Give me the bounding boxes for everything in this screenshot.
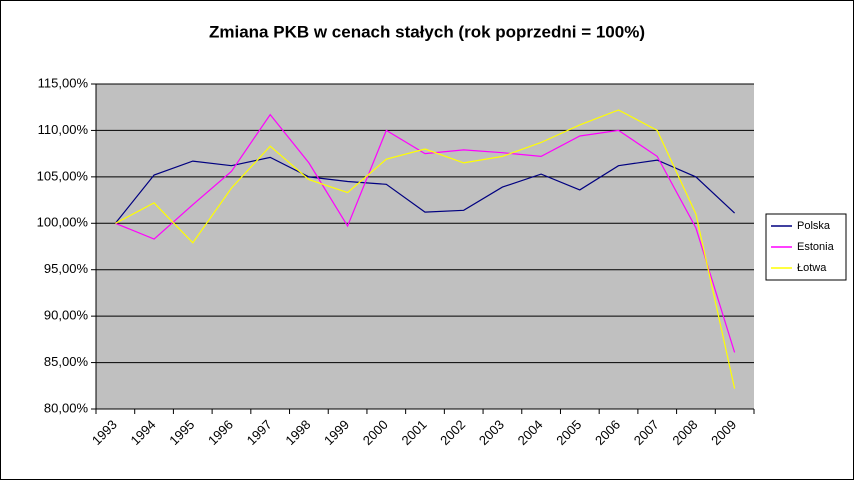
y-tick-label: 85,00%: [44, 354, 89, 369]
y-tick-label: 100,00%: [37, 215, 89, 230]
plot-area: [96, 84, 754, 409]
series-line: [115, 113, 736, 353]
legend-label: Estonia: [797, 241, 835, 253]
series-line: [115, 109, 736, 389]
y-tick-label: 105,00%: [37, 168, 89, 183]
legend-label: Polska: [797, 220, 831, 232]
y-tick-label: 110,00%: [38, 122, 89, 137]
legend-label: Łotwa: [797, 262, 827, 274]
series-line: [114, 156, 736, 224]
y-tick-label: 90,00%: [44, 308, 89, 323]
y-tick-label: 95,00%: [44, 261, 89, 276]
y-tick-label: 80,00%: [44, 400, 89, 415]
chart-title: Zmiana PKB w cenach stałych (rok poprzed…: [209, 22, 645, 41]
y-tick-label: 115,00%: [38, 75, 89, 90]
